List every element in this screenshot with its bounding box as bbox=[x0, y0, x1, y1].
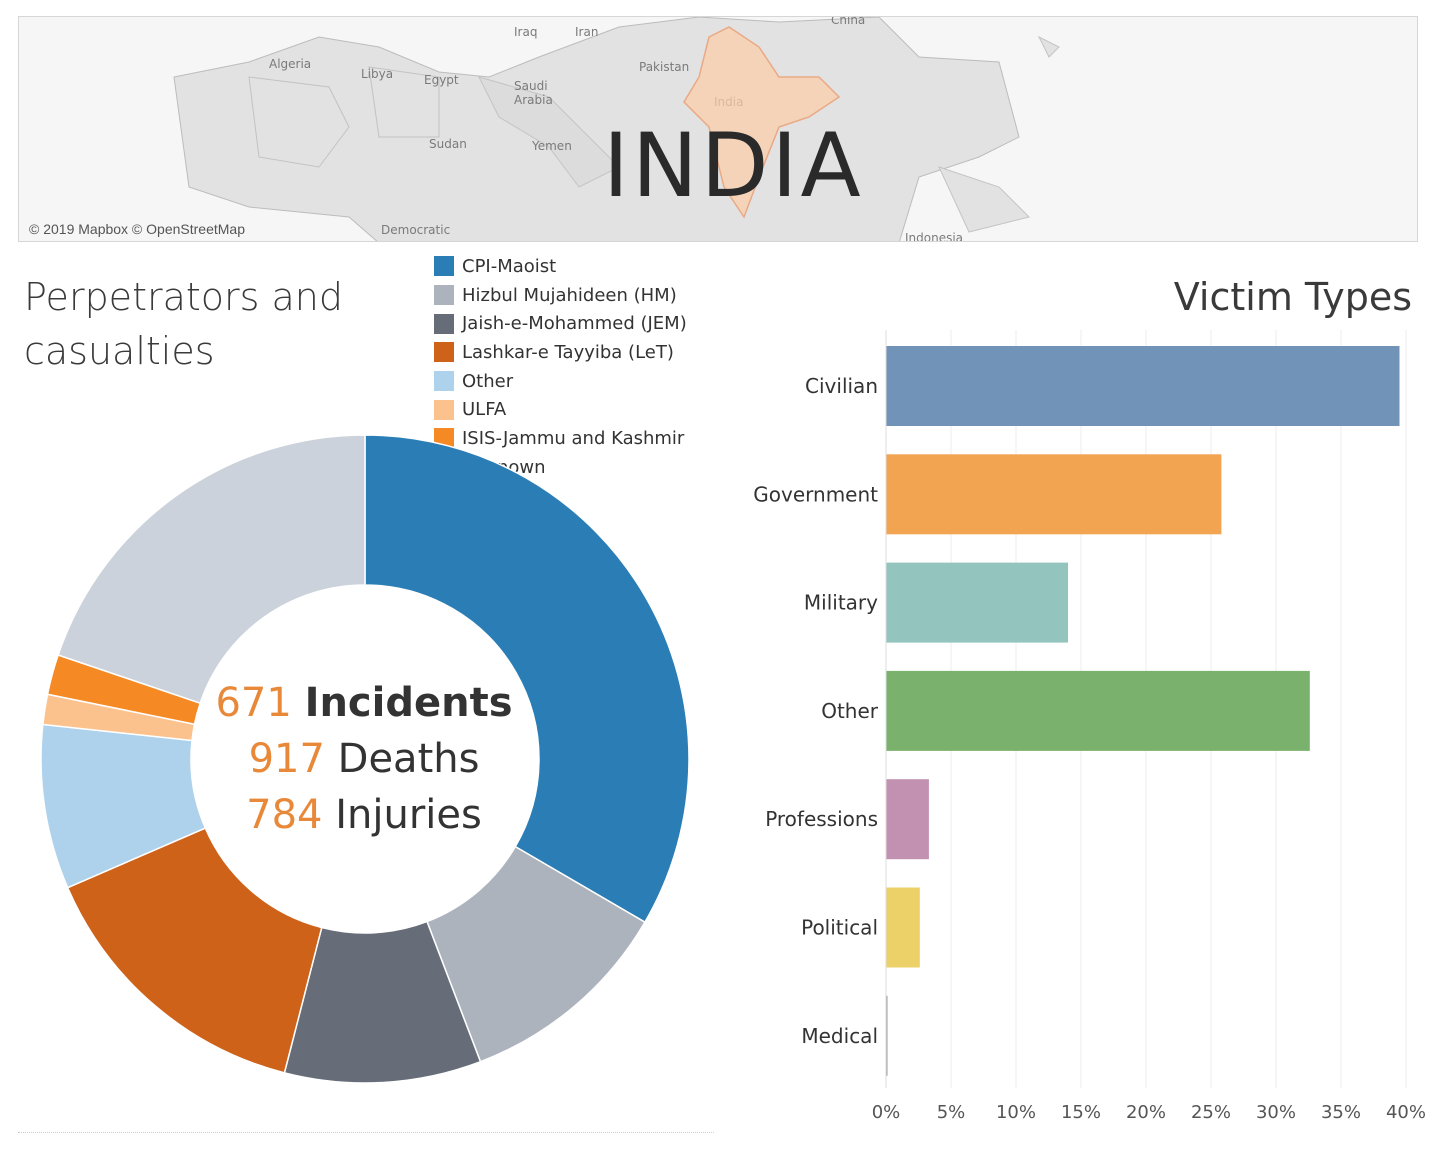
map-label-egypt: Egypt bbox=[424, 73, 459, 87]
legend-item-lashkar-e-tayyiba-let[interactable]: Lashkar-e Tayyiba (LeT) bbox=[434, 338, 687, 367]
incidents-label: Incidents bbox=[304, 680, 513, 726]
category-label-professions: Professions bbox=[765, 807, 878, 831]
legend-label: Lashkar-e Tayyiba (LeT) bbox=[462, 341, 674, 363]
incidents-line: 671 Incidents bbox=[204, 675, 524, 731]
india-shape bbox=[683, 26, 841, 219]
injuries-line: 784 Injuries bbox=[204, 787, 524, 843]
x-tick-label: 5% bbox=[937, 1102, 966, 1123]
injuries-label: Injuries bbox=[335, 792, 482, 838]
map-label-saudi: Saudi bbox=[514, 79, 548, 93]
casualty-summary: 671 Incidents 917 Deaths 784 Injuries bbox=[204, 675, 524, 843]
category-label-political: Political bbox=[801, 916, 878, 940]
bar-medical[interactable] bbox=[886, 995, 888, 1076]
x-tick-label: 25% bbox=[1191, 1102, 1231, 1123]
legend-swatch bbox=[434, 313, 454, 334]
map-label-sudan: Sudan bbox=[429, 137, 467, 151]
deaths-label: Deaths bbox=[337, 736, 480, 782]
legend-label: Other bbox=[462, 370, 514, 392]
category-label-other: Other bbox=[821, 699, 879, 723]
map-panel[interactable]: China Iraq Iran Algeria Libya Egypt Paki… bbox=[18, 16, 1418, 242]
legend-swatch bbox=[434, 371, 454, 392]
map-label-india: India bbox=[714, 95, 744, 109]
victim-types-title: Victim Types bbox=[1173, 275, 1412, 319]
category-label-civilian: Civilian bbox=[805, 374, 878, 398]
legend-item-hizbul-mujahideen-hm[interactable]: Hizbul Mujahideen (HM) bbox=[434, 281, 687, 310]
map-label-iraq: Iraq bbox=[514, 25, 538, 39]
x-tick-label: 35% bbox=[1321, 1102, 1361, 1123]
category-label-medical: Medical bbox=[801, 1024, 878, 1048]
x-tick-label: 30% bbox=[1256, 1102, 1296, 1123]
map-label-yemen: Yemen bbox=[532, 139, 572, 153]
x-tick-label: 40% bbox=[1386, 1102, 1426, 1123]
map-label-china: China bbox=[831, 16, 866, 27]
map-label-algeria: Algeria bbox=[269, 57, 312, 71]
legend-item-isis-jammu-and-kashmir[interactable]: ISIS-Jammu and Kashmir bbox=[434, 424, 687, 453]
x-tick-label: 0% bbox=[872, 1102, 901, 1123]
legend-item-jaish-e-mohammed-jem[interactable]: Jaish-e-Mohammed (JEM) bbox=[434, 309, 687, 338]
bar-political[interactable] bbox=[886, 887, 920, 968]
map-label-pakistan: Pakistan bbox=[639, 60, 690, 74]
bottom-divider bbox=[18, 1132, 714, 1133]
map-label-libya: Libya bbox=[361, 67, 394, 81]
legend-swatch bbox=[434, 285, 454, 306]
legend-label: ULFA bbox=[462, 399, 507, 421]
legend-label: CPI-Maoist bbox=[462, 255, 557, 277]
category-label-government: Government bbox=[753, 482, 878, 506]
deaths-count: 917 bbox=[248, 736, 325, 782]
donut-slice-unknown[interactable] bbox=[57, 434, 366, 705]
map-label-indonesia: Indonesia bbox=[905, 231, 964, 242]
x-tick-label: 10% bbox=[996, 1102, 1036, 1123]
legend-item-ulfa[interactable]: ULFA bbox=[434, 395, 687, 424]
legend-label: ISIS-Jammu and Kashmir bbox=[462, 427, 685, 449]
bar-military[interactable] bbox=[886, 562, 1068, 643]
donut-slice-lashkar-e-tayyiba-let[interactable] bbox=[66, 827, 323, 1074]
legend-swatch bbox=[434, 256, 454, 277]
x-tick-label: 15% bbox=[1061, 1102, 1101, 1123]
bar-other[interactable] bbox=[886, 670, 1310, 751]
perpetrators-title: Perpetrators and casualties bbox=[24, 275, 344, 373]
deaths-line: 917 Deaths bbox=[204, 731, 524, 787]
category-label-military: Military bbox=[804, 591, 878, 615]
map-label-arabia: Arabia bbox=[514, 93, 553, 107]
legend-swatch bbox=[434, 342, 454, 363]
map-label-iran: Iran bbox=[575, 25, 599, 39]
country-title: INDIA bbox=[603, 114, 864, 217]
map-background bbox=[173, 17, 1060, 241]
bar-professions[interactable] bbox=[886, 779, 929, 860]
legend-item-other[interactable]: Other bbox=[434, 367, 687, 396]
perpetrators-donut-chart[interactable] bbox=[0, 420, 740, 1100]
injuries-count: 784 bbox=[246, 792, 323, 838]
legend-label: Hizbul Mujahideen (HM) bbox=[462, 284, 677, 306]
map-label-democratic: Democratic bbox=[381, 223, 451, 237]
incidents-count: 671 bbox=[215, 680, 292, 726]
victim-types-bar-chart[interactable]: 0% 5% 10% 15% 20% 25% 30% 35% 40% Civilian Governm… bbox=[740, 330, 1430, 1130]
donut-slice-cpi-maoist[interactable] bbox=[364, 434, 690, 924]
x-tick-label: 20% bbox=[1126, 1102, 1166, 1123]
legend-item-cpi-maoist[interactable]: CPI-Maoist bbox=[434, 252, 687, 281]
bar-civilian[interactable] bbox=[886, 346, 1400, 426]
bar-government[interactable] bbox=[886, 454, 1222, 535]
legend-swatch bbox=[434, 399, 454, 420]
map-credit[interactable]: © 2019 Mapbox © OpenStreetMap bbox=[29, 221, 245, 237]
legend-label: Jaish-e-Mohammed (JEM) bbox=[462, 313, 687, 335]
